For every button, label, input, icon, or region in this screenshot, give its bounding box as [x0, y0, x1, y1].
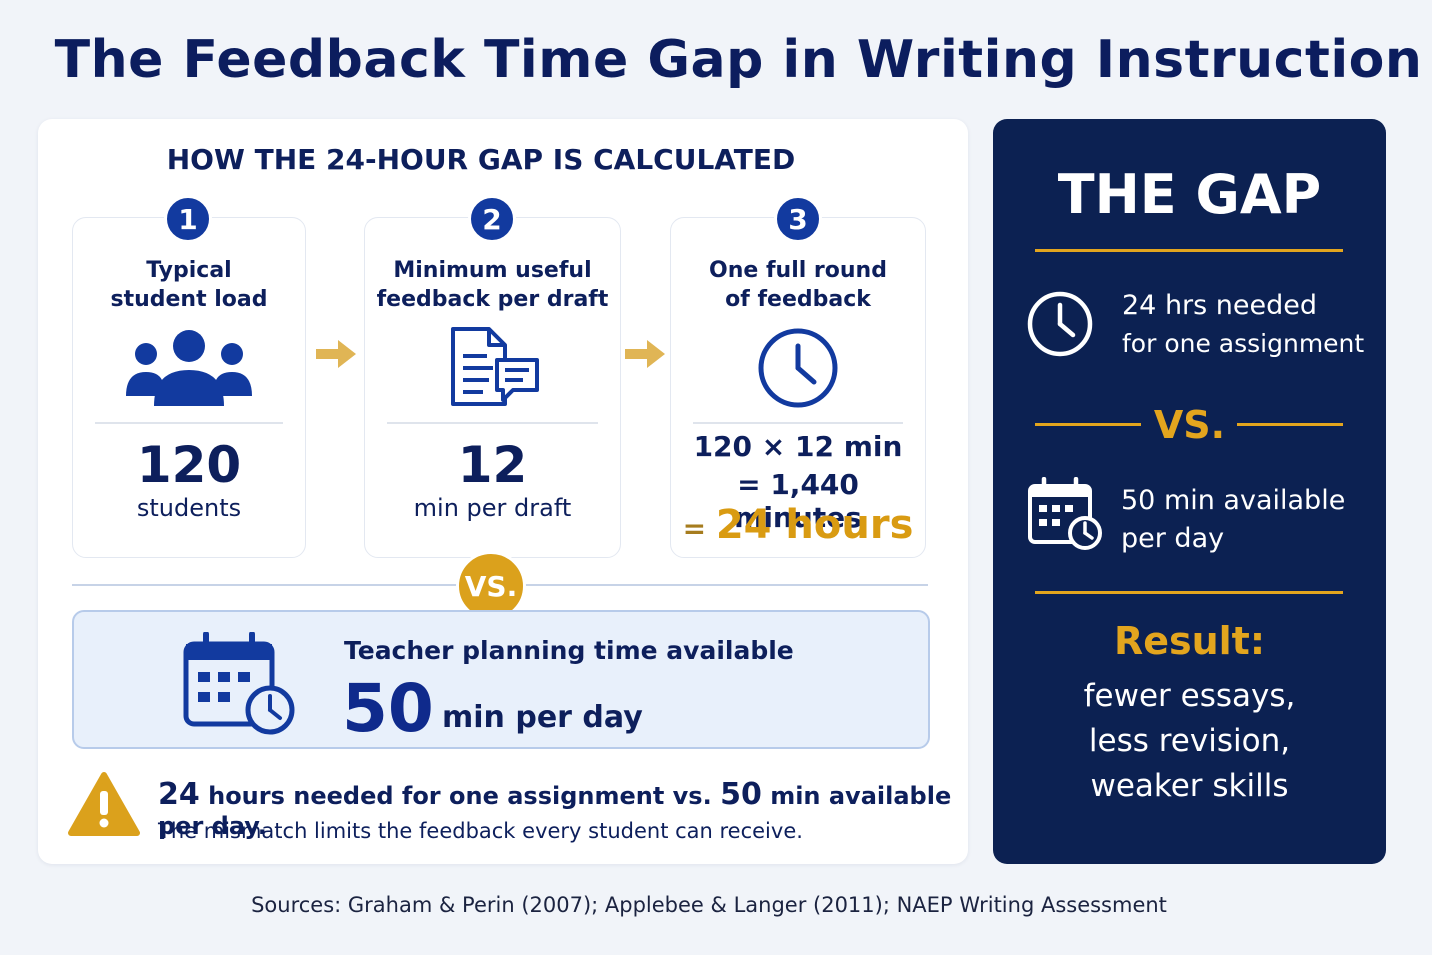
warning-headline: 24 hours needed for one assignment vs. 5… [158, 777, 952, 840]
vs-badge: VS. [456, 551, 526, 621]
calc-total-hours: = 24 hours [682, 502, 914, 548]
step-divider [693, 422, 903, 424]
student-count-value: 120 [136, 436, 242, 494]
planning-label: Teacher planning time available [344, 636, 794, 665]
gap-title: THE GAP [1057, 163, 1322, 226]
people-icon [73, 326, 305, 406]
result-label: Result: [1113, 619, 1266, 663]
gold-divider [1035, 249, 1343, 252]
calendar-clock-icon [182, 631, 298, 742]
step-divider [95, 422, 283, 424]
gap-vs-label: VS. [1153, 403, 1226, 447]
calc-total-minutes: = 1,440 minutes [734, 468, 862, 534]
arrow-right-icon [625, 340, 665, 368]
step-label: Minimum useful feedback per draft [376, 258, 609, 312]
sources-footnote: Sources: Graham & Perin (2007); Applebee… [251, 893, 1167, 917]
arrow-right-icon [316, 340, 356, 368]
warning-icon [68, 771, 140, 841]
step-label: One full round of feedback [709, 258, 887, 312]
minutes-per-draft-unit: min per draft [413, 494, 572, 522]
student-count-unit: students [136, 494, 242, 522]
feedback-document-icon [365, 326, 620, 408]
step-divider [387, 422, 598, 424]
calculation-heading: HOW THE 24-HOUR GAP IS CALCULATED [166, 143, 796, 176]
calc-multiplication: 120 × 12 min [693, 430, 903, 463]
hours-needed-text: 24 hrs needed for one assignment [1122, 290, 1365, 358]
gold-divider [1035, 591, 1343, 594]
warning-subtext: The mismatch limits the feedback every s… [158, 819, 803, 843]
planning-value: 50 [342, 670, 434, 747]
planning-time-box: Teacher planning time available 50 min p… [72, 610, 930, 749]
calendar-clock-icon [1027, 476, 1103, 557]
gap-summary-card: THE GAP 24 hrs needed for one assignment… [993, 119, 1386, 864]
planning-unit: min per day [442, 700, 643, 735]
step-number-3: 3 [774, 195, 822, 243]
step-card-full-round: One full round of feedback 120 × 12 min … [670, 217, 926, 558]
gold-divider [1237, 423, 1343, 426]
minutes-per-draft-value: 12 [457, 436, 528, 494]
result-text: fewer essays, less revision, weaker skil… [1083, 678, 1296, 804]
gold-divider [1035, 423, 1141, 426]
page-title: The Feedback Time Gap in Writing Instruc… [54, 30, 1423, 90]
clock-icon [1025, 289, 1095, 363]
step-label: Typical student load [110, 258, 268, 312]
step-card-feedback-per-draft: Minimum useful feedback per draft 12 min… [364, 217, 621, 558]
step-number-1: 1 [164, 195, 212, 243]
step-card-student-load: Typical student load 120 students [72, 217, 306, 558]
step-number-2: 2 [468, 195, 516, 243]
minutes-available-text: 50 min available per day [1121, 485, 1346, 554]
calculation-card: HOW THE 24-HOUR GAP IS CALCULATED Typica… [38, 119, 968, 864]
clock-icon [671, 326, 925, 410]
